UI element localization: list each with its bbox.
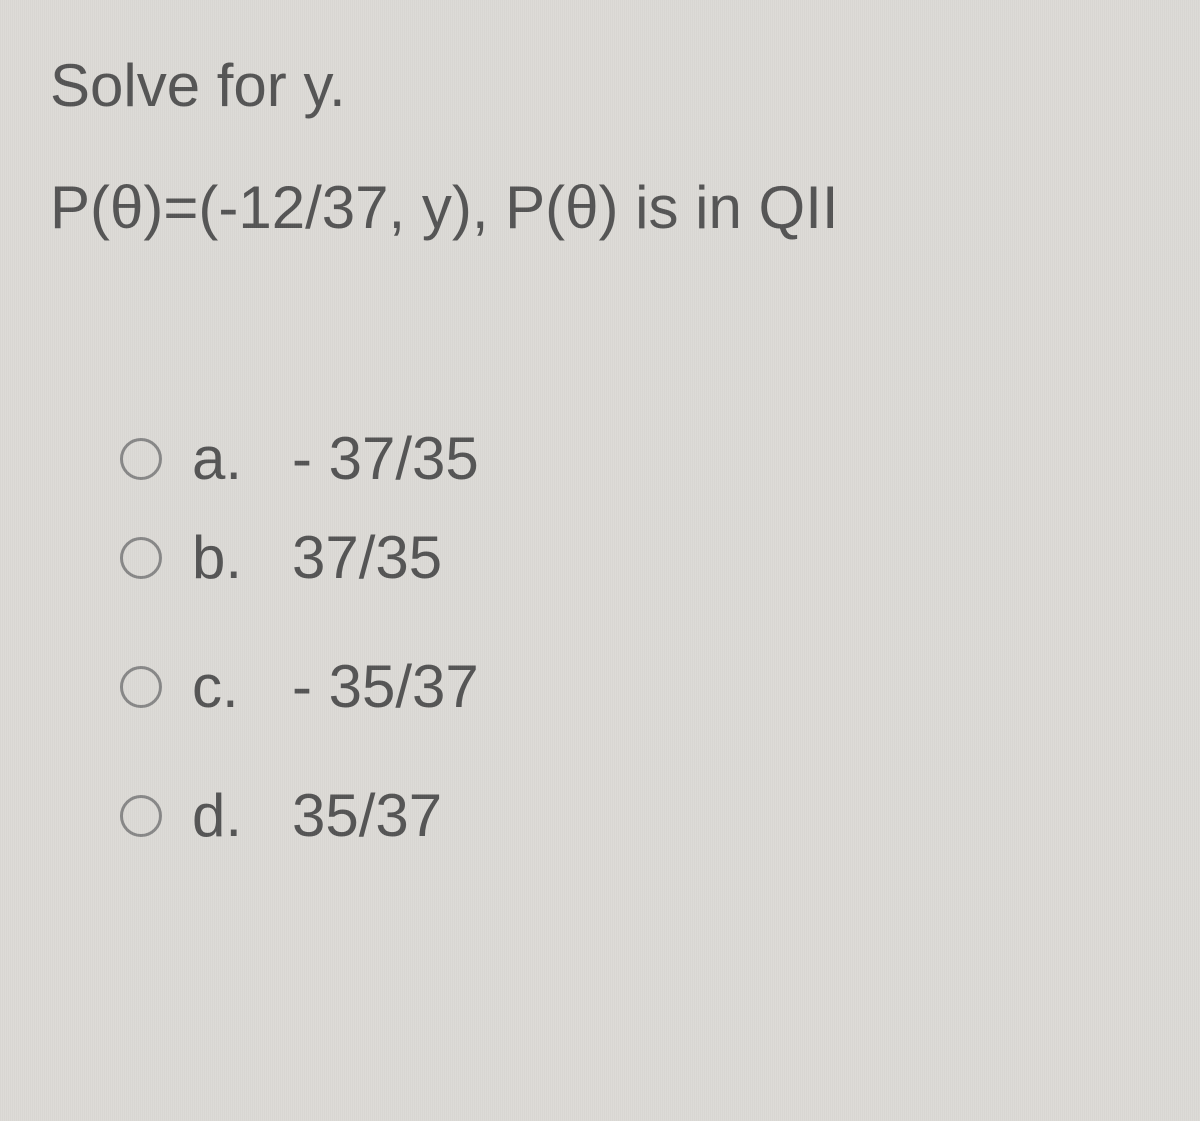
option-letter: b. xyxy=(192,523,292,592)
option-a[interactable]: a. - 37/35 xyxy=(120,424,1150,493)
option-letter: c. xyxy=(192,652,292,721)
option-d[interactable]: d. 35/37 xyxy=(120,781,1150,850)
option-c[interactable]: c. - 35/37 xyxy=(120,652,1150,721)
options-list: a. - 37/35 b. 37/35 c. - 35/37 d. 35/37 xyxy=(50,424,1150,850)
question-equation: P(θ)=(-12/37, y), P(θ) is in QII xyxy=(50,172,1150,244)
option-text: - 37/35 xyxy=(292,424,479,493)
radio-icon[interactable] xyxy=(120,666,162,708)
option-text: - 35/37 xyxy=(292,652,479,721)
question-prompt: Solve for y. xyxy=(50,50,1150,122)
option-text: 35/37 xyxy=(292,781,442,850)
radio-icon[interactable] xyxy=(120,537,162,579)
option-letter: a. xyxy=(192,424,292,493)
option-letter: d. xyxy=(192,781,292,850)
radio-icon[interactable] xyxy=(120,795,162,837)
option-b[interactable]: b. 37/35 xyxy=(120,523,1150,592)
option-text: 37/35 xyxy=(292,523,442,592)
radio-icon[interactable] xyxy=(120,438,162,480)
